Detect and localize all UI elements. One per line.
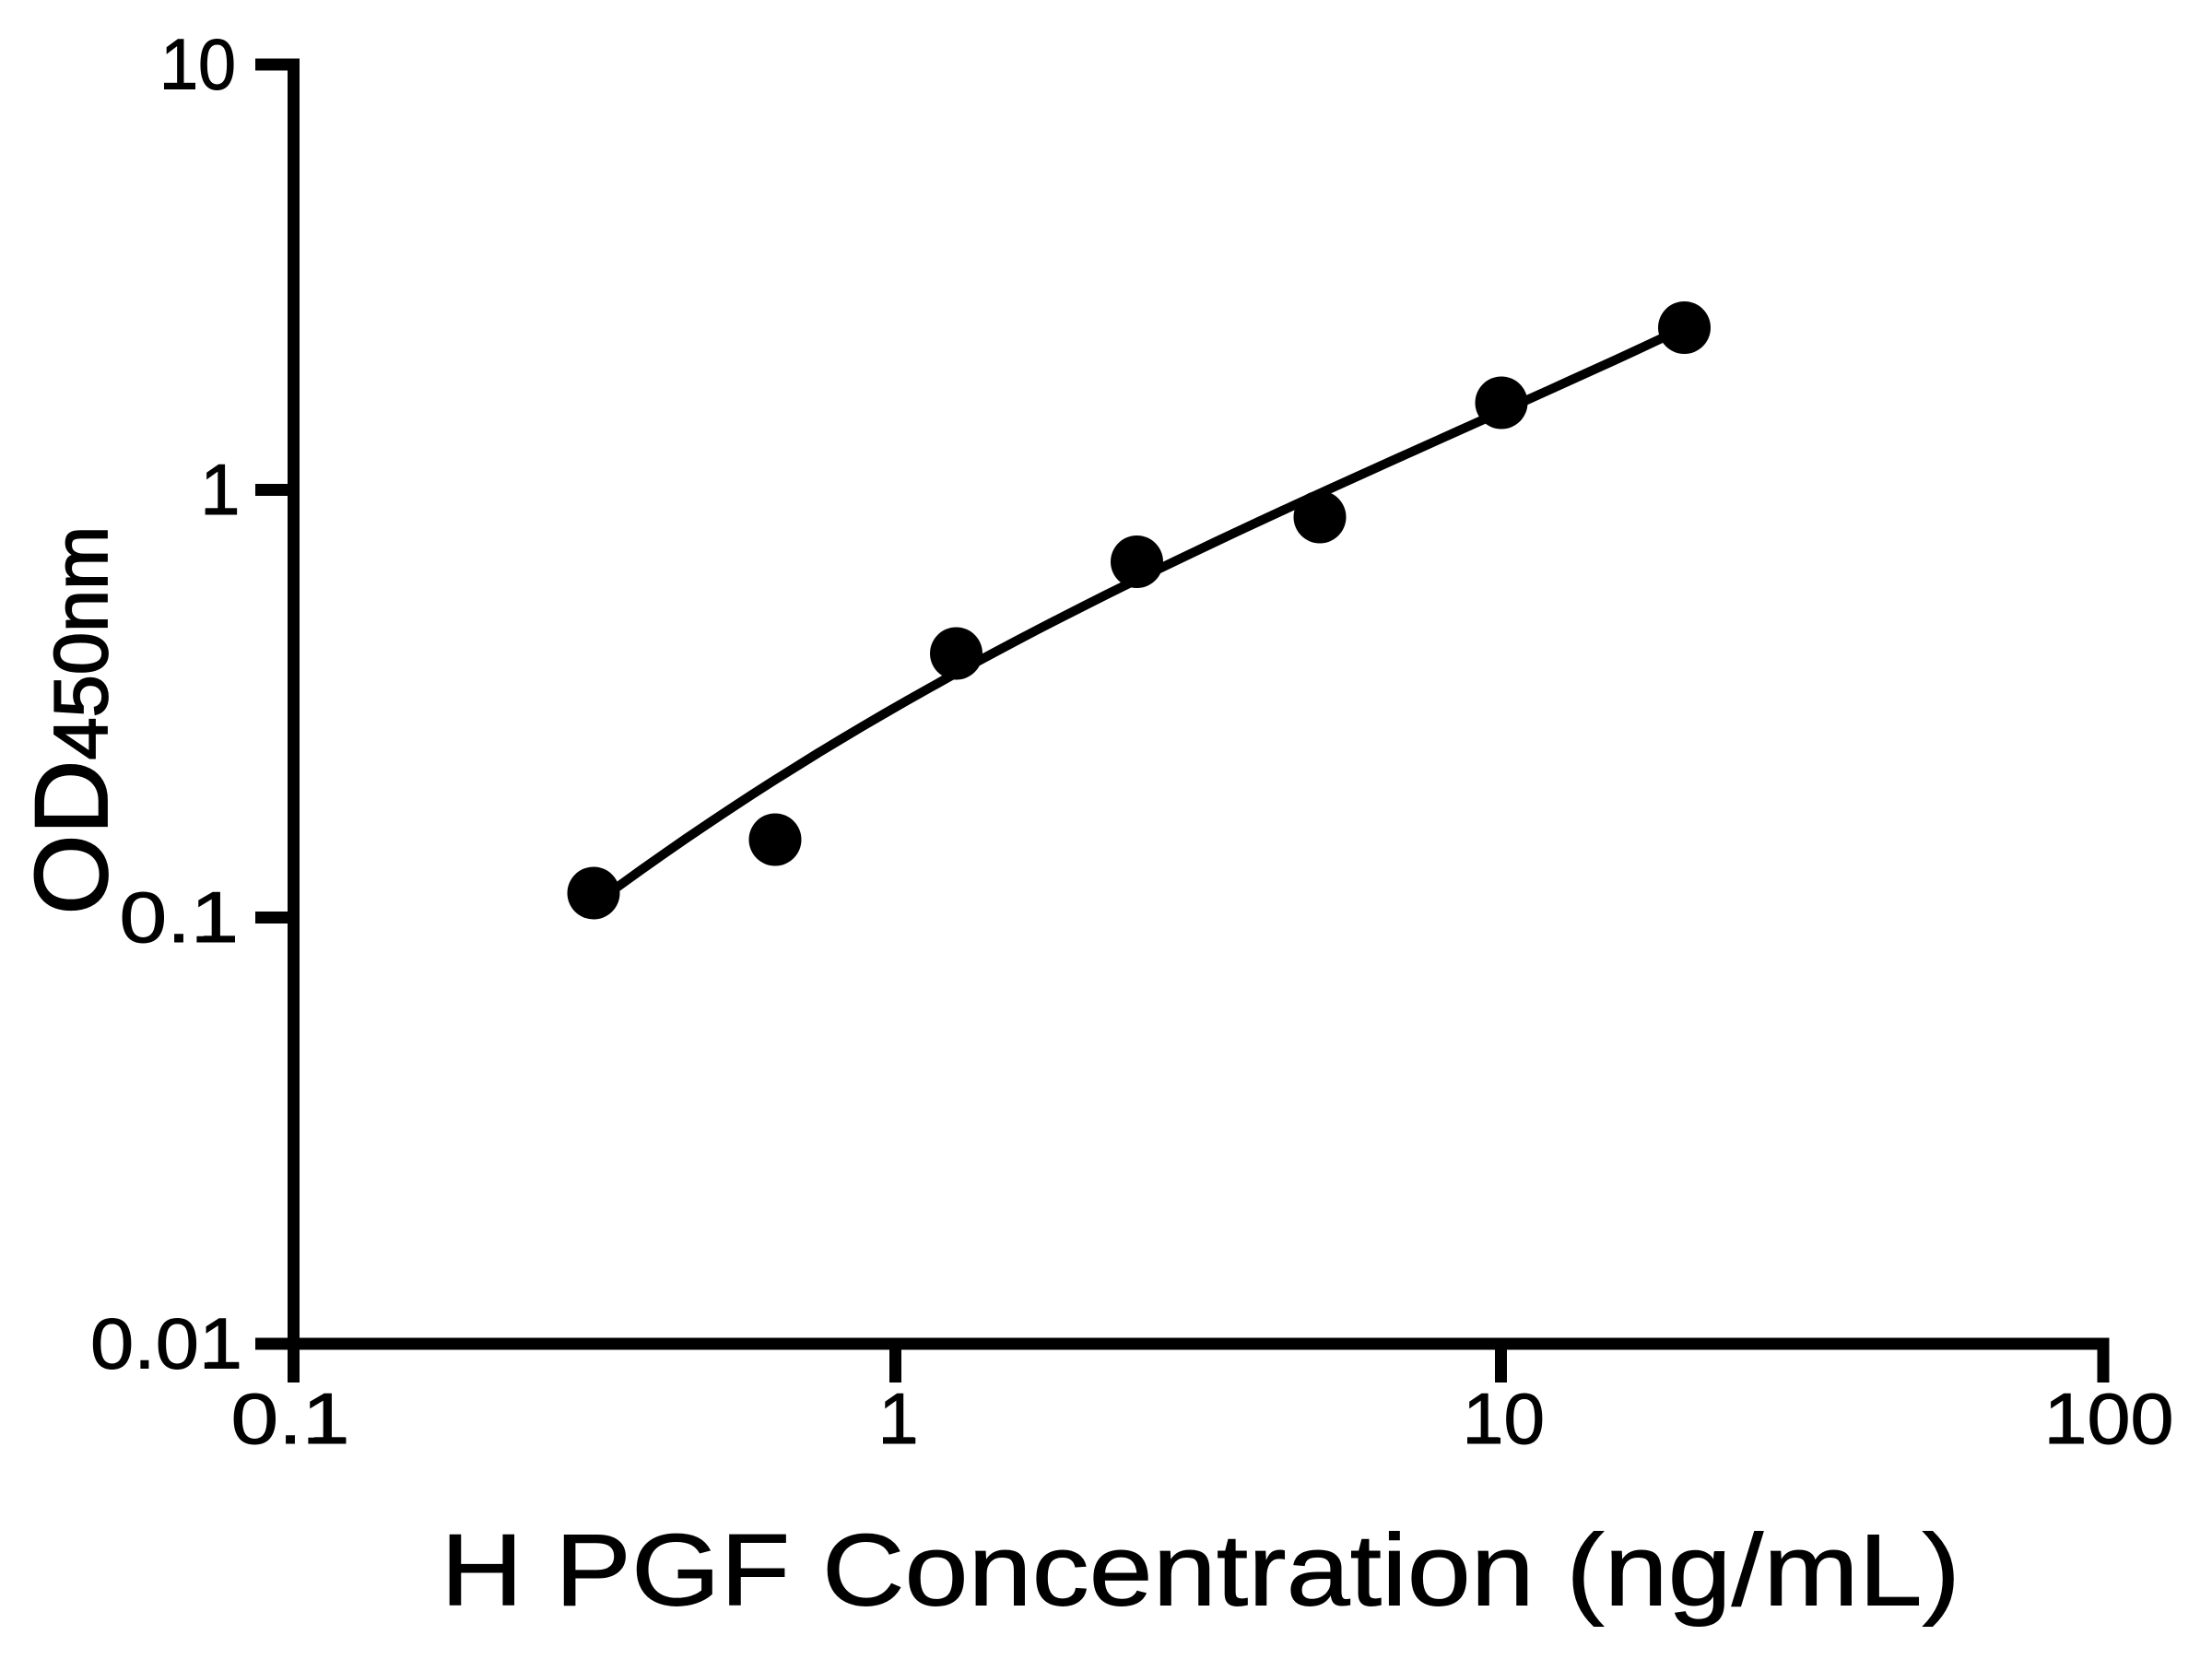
svg-text:OD450nm: OD450nm [14, 526, 129, 915]
svg-text:0.1: 0.1 [231, 1378, 350, 1459]
svg-text:10: 10 [1463, 1378, 1545, 1459]
svg-text:0.1: 0.1 [120, 877, 239, 958]
svg-text:H PGF Concentration (ng/mL): H PGF Concentration (ng/mL) [441, 1514, 1960, 1628]
svg-text:1: 1 [200, 449, 240, 530]
svg-text:1: 1 [878, 1378, 918, 1459]
svg-text:10: 10 [160, 24, 236, 105]
svg-text:0.01: 0.01 [90, 1303, 242, 1384]
svg-text:100: 100 [2044, 1378, 2174, 1459]
